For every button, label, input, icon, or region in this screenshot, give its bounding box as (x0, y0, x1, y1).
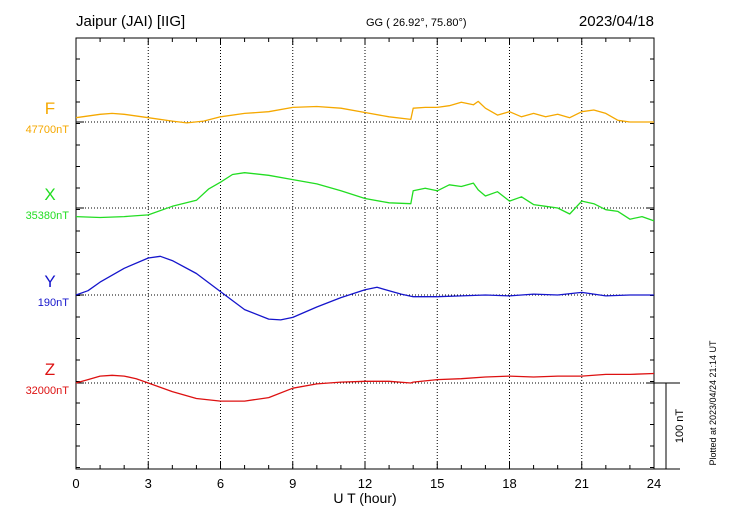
x-tick-label: 9 (289, 476, 296, 491)
x-tick-label: 24 (647, 476, 661, 491)
channel-y-baseline: 190nT (38, 297, 69, 309)
scale-bar (654, 382, 680, 470)
channel-x-baseline: 35380nT (26, 210, 70, 222)
grid (76, 38, 654, 469)
series-x-line (75, 172, 655, 222)
station-title: Jaipur (JAI) [IIG] (76, 13, 185, 30)
channel-z-label: Z (45, 360, 55, 379)
x-tick-label: 12 (358, 476, 372, 491)
scale-bar-label: 100 nT (674, 409, 686, 444)
x-tick-label: 21 (575, 476, 589, 491)
series-z-line (75, 372, 655, 402)
channel-f-baseline: 47700nT (26, 124, 70, 136)
series-y-line (75, 255, 654, 321)
channel-y-label: Y (44, 272, 55, 291)
plot-timestamp: Plotted at 2023/04/24 21:14 UT (708, 340, 718, 466)
coordinates: GG ( 26.92°, 75.80°) (366, 17, 467, 29)
x-axis-label: U T (hour) (333, 490, 396, 506)
series-f-line (75, 100, 654, 124)
series-group (75, 100, 655, 402)
tick-marks (75, 38, 655, 469)
x-tick-label: 6 (217, 476, 224, 491)
x-tick-label: 0 (72, 476, 79, 491)
x-tick-label: 3 (145, 476, 152, 491)
channel-labels: F 47700nT X 35380nT Y 190nT Z 32000nT (26, 99, 70, 397)
x-tick-label: 18 (502, 476, 516, 491)
channel-z-baseline: 32000nT (26, 385, 70, 397)
channel-x-label: X (44, 185, 55, 204)
channel-f-label: F (45, 99, 55, 118)
x-tick-labels: 0 3 6 9 12 15 18 21 24 (72, 476, 661, 491)
date: 2023/04/18 (579, 13, 654, 30)
x-tick-label: 15 (430, 476, 444, 491)
